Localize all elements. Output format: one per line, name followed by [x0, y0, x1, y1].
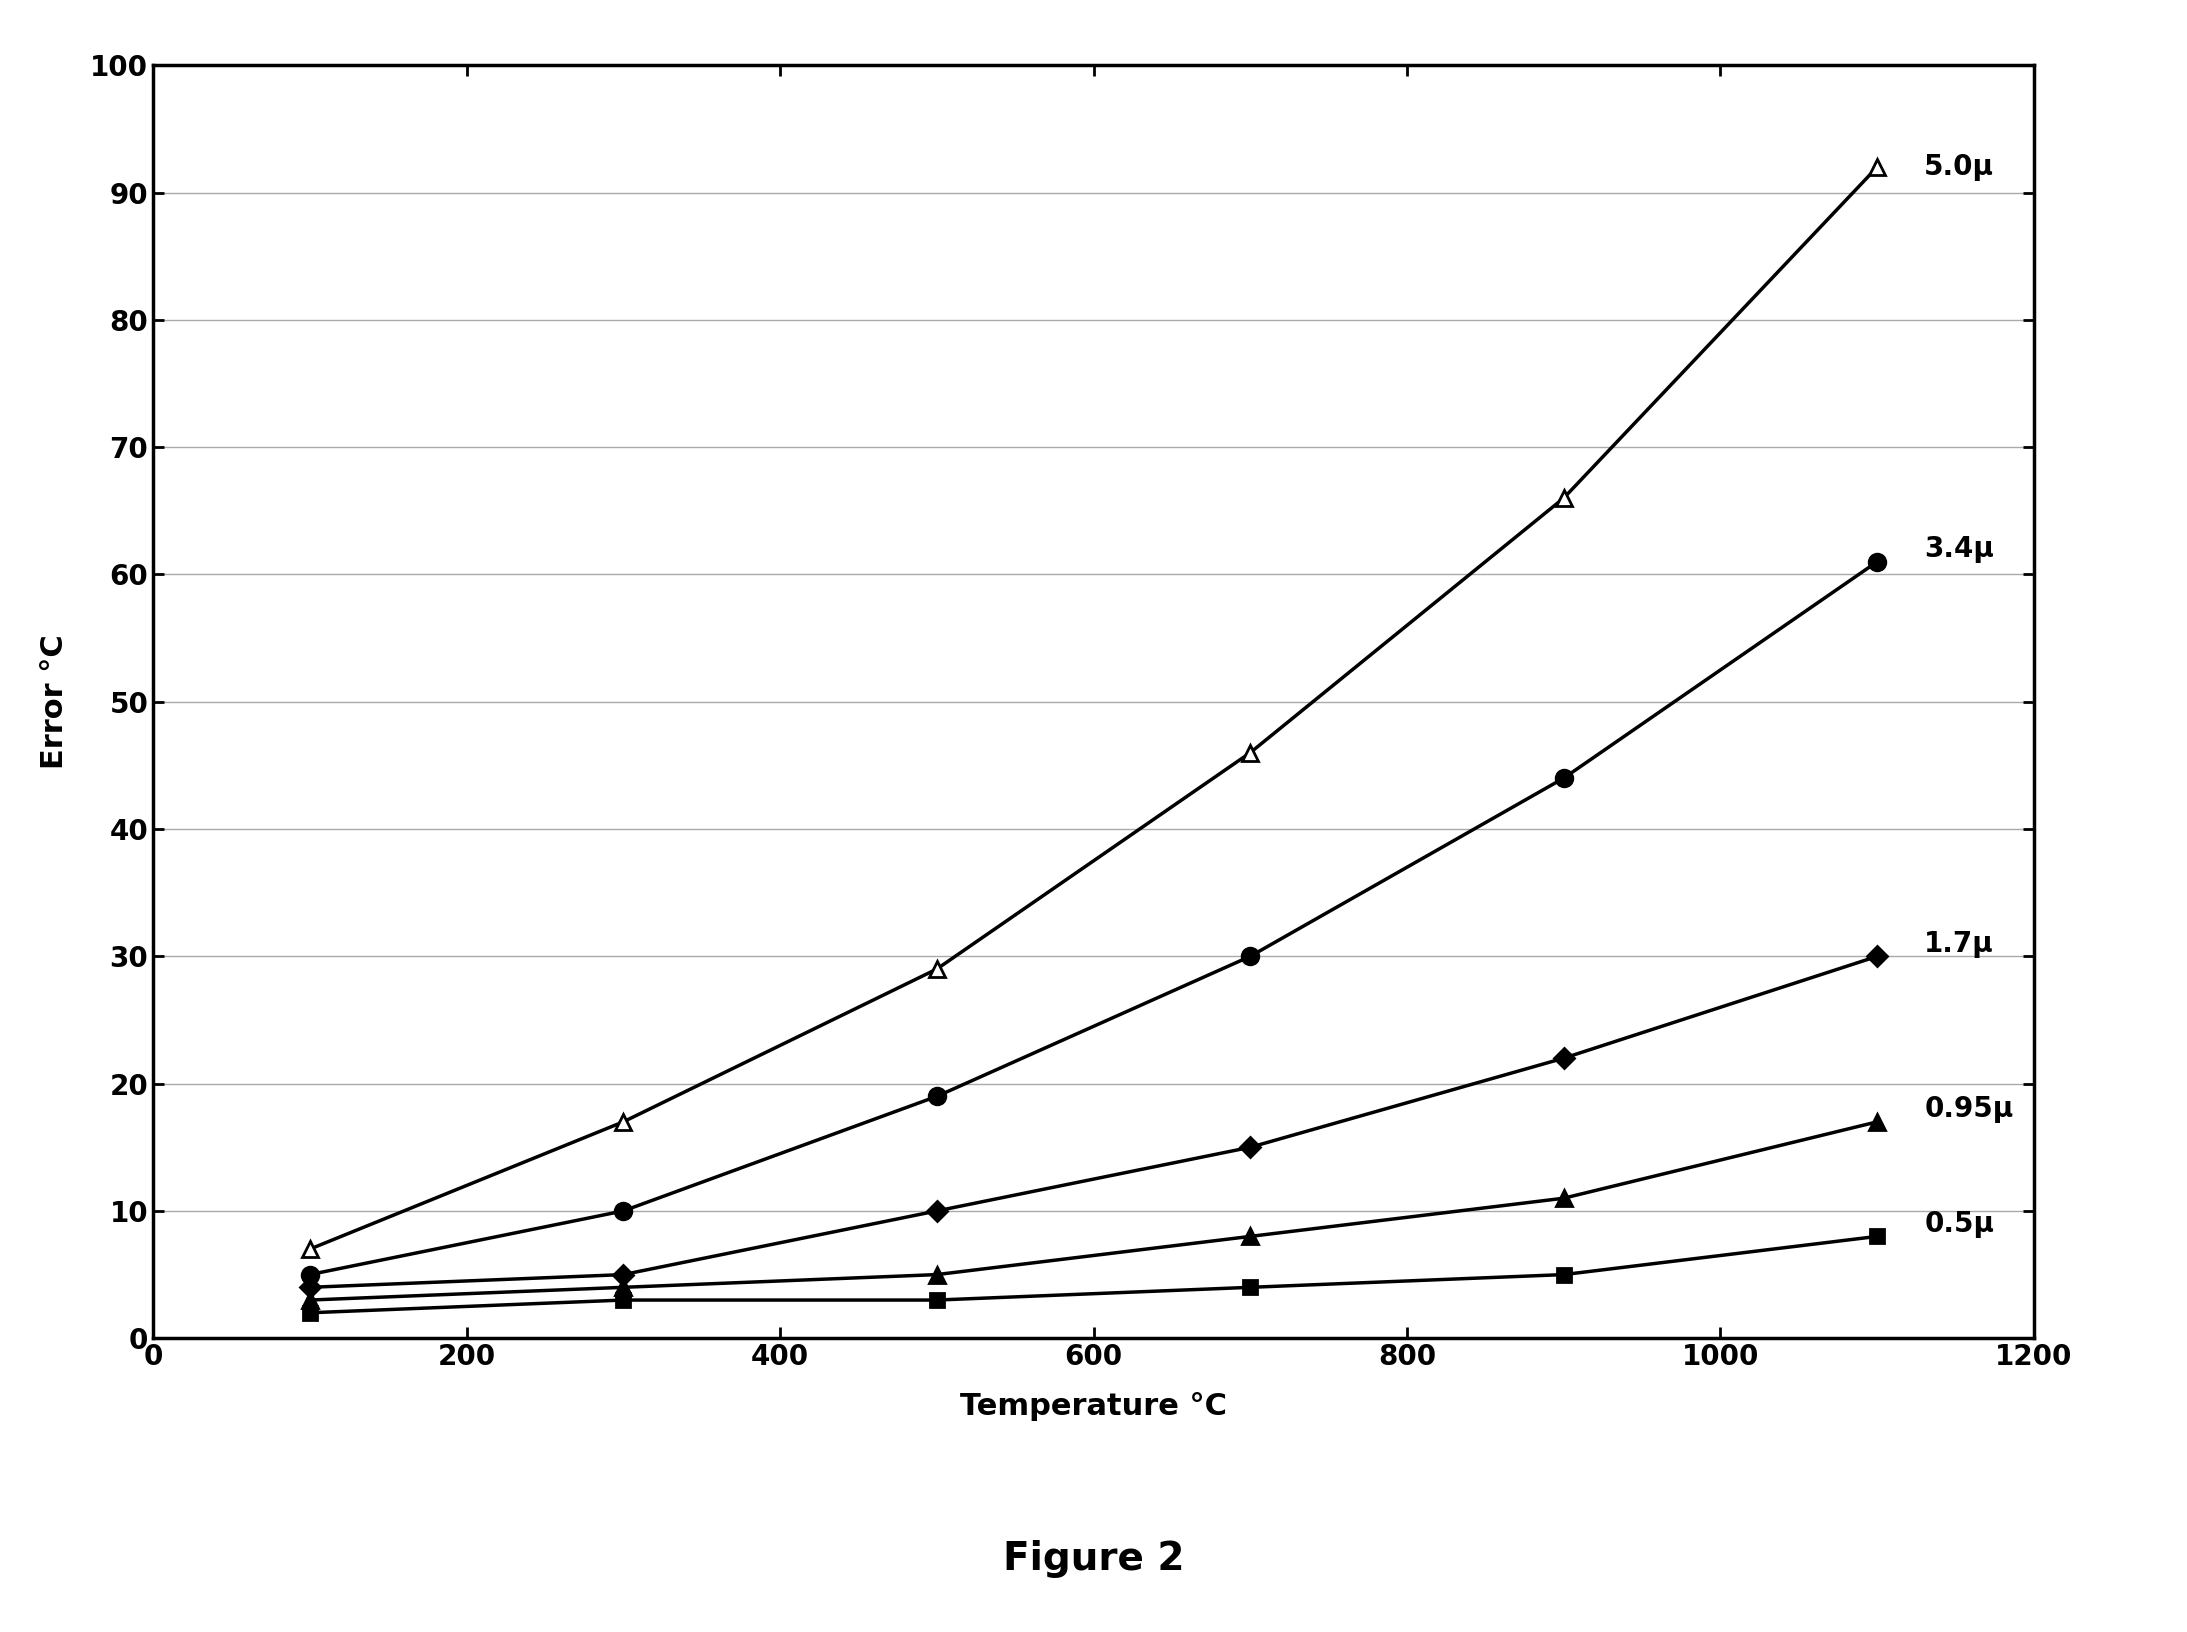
Text: 3.4μ: 3.4μ [1925, 535, 1995, 563]
Text: 0.5μ: 0.5μ [1925, 1209, 1995, 1237]
Text: Figure 2: Figure 2 [1004, 1539, 1183, 1578]
Text: 0.95μ: 0.95μ [1925, 1095, 2014, 1123]
X-axis label: Temperature °C: Temperature °C [960, 1392, 1227, 1421]
Text: 1.7μ: 1.7μ [1925, 930, 1995, 958]
Text: 5.0μ: 5.0μ [1925, 153, 1995, 181]
Y-axis label: Error °C: Error °C [39, 635, 70, 769]
